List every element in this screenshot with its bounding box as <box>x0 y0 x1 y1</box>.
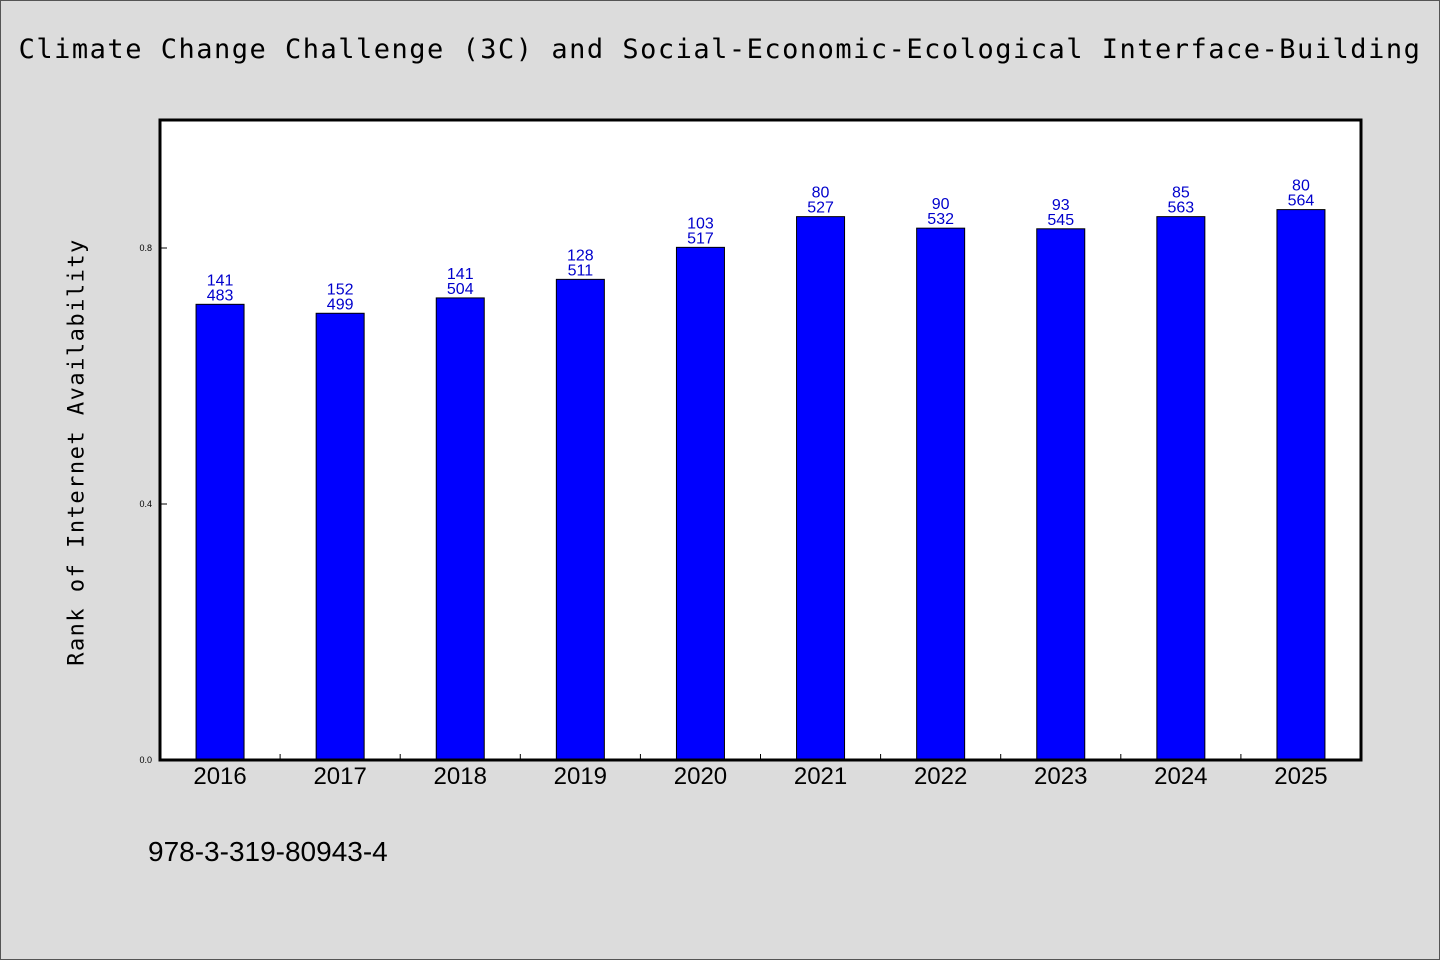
x-tick-label: 2017 <box>313 763 366 790</box>
x-tick-label: 2019 <box>554 763 607 790</box>
y-tick-label: 0.0 <box>139 755 152 765</box>
x-tick-label: 2021 <box>794 763 847 790</box>
data-label-bottom: 499 <box>327 296 354 313</box>
data-label-bottom: 527 <box>807 200 834 217</box>
data-label-top: 152 <box>327 281 354 298</box>
x-tick-label: 2024 <box>1154 763 1207 790</box>
data-label-bottom: 483 <box>207 287 234 304</box>
x-tick-label: 2016 <box>193 763 246 790</box>
x-tick-label: 2020 <box>674 763 727 790</box>
data-label-top: 93 <box>1052 197 1070 214</box>
data-label-top: 141 <box>447 266 474 283</box>
bar-2017 <box>315 312 365 761</box>
data-label-bottom: 564 <box>1288 193 1315 210</box>
data-label-bottom: 563 <box>1167 200 1194 217</box>
data-label-bottom: 545 <box>1047 212 1074 229</box>
bar-2020 <box>675 246 725 761</box>
chart-title: Climate Change Challenge (3C) and Social… <box>18 34 1422 65</box>
data-label-top: 80 <box>1292 178 1310 195</box>
data-label-top: 141 <box>207 272 234 289</box>
bar-2021 <box>796 216 846 761</box>
data-label-bottom: 532 <box>927 211 954 228</box>
plot-border <box>158 118 1363 762</box>
bar-2024 <box>1156 216 1206 761</box>
isbn-code: 978-3-319-80943-4 <box>148 836 388 867</box>
data-label-top: 103 <box>687 215 714 232</box>
data-label-top: 80 <box>812 185 830 202</box>
x-tick-label: 2023 <box>1034 763 1087 790</box>
data-label-top: 85 <box>1172 185 1190 202</box>
x-tick-label: 2018 <box>434 763 487 790</box>
bar-2019 <box>555 278 605 761</box>
bar-2022 <box>916 227 966 761</box>
bars-group <box>195 209 1326 761</box>
bar-2025 <box>1276 209 1326 761</box>
data-label-top: 128 <box>567 247 594 264</box>
y-tick-label: 0.8 <box>139 243 152 253</box>
data-label-bottom: 511 <box>568 262 594 279</box>
bar-2016 <box>195 303 245 761</box>
y-tick-label: 0.4 <box>139 499 152 509</box>
bar-2023 <box>1036 228 1086 761</box>
data-label-bottom: 504 <box>447 281 474 298</box>
bar-2018 <box>435 297 485 761</box>
data-label-top: 90 <box>932 196 950 213</box>
x-tick-label: 2025 <box>1274 763 1327 790</box>
data-label-bottom: 517 <box>687 230 714 247</box>
labels-group: 0.00.40.82016483141201749915220185041412… <box>139 178 1327 790</box>
x-tick-label: 2022 <box>914 763 967 790</box>
